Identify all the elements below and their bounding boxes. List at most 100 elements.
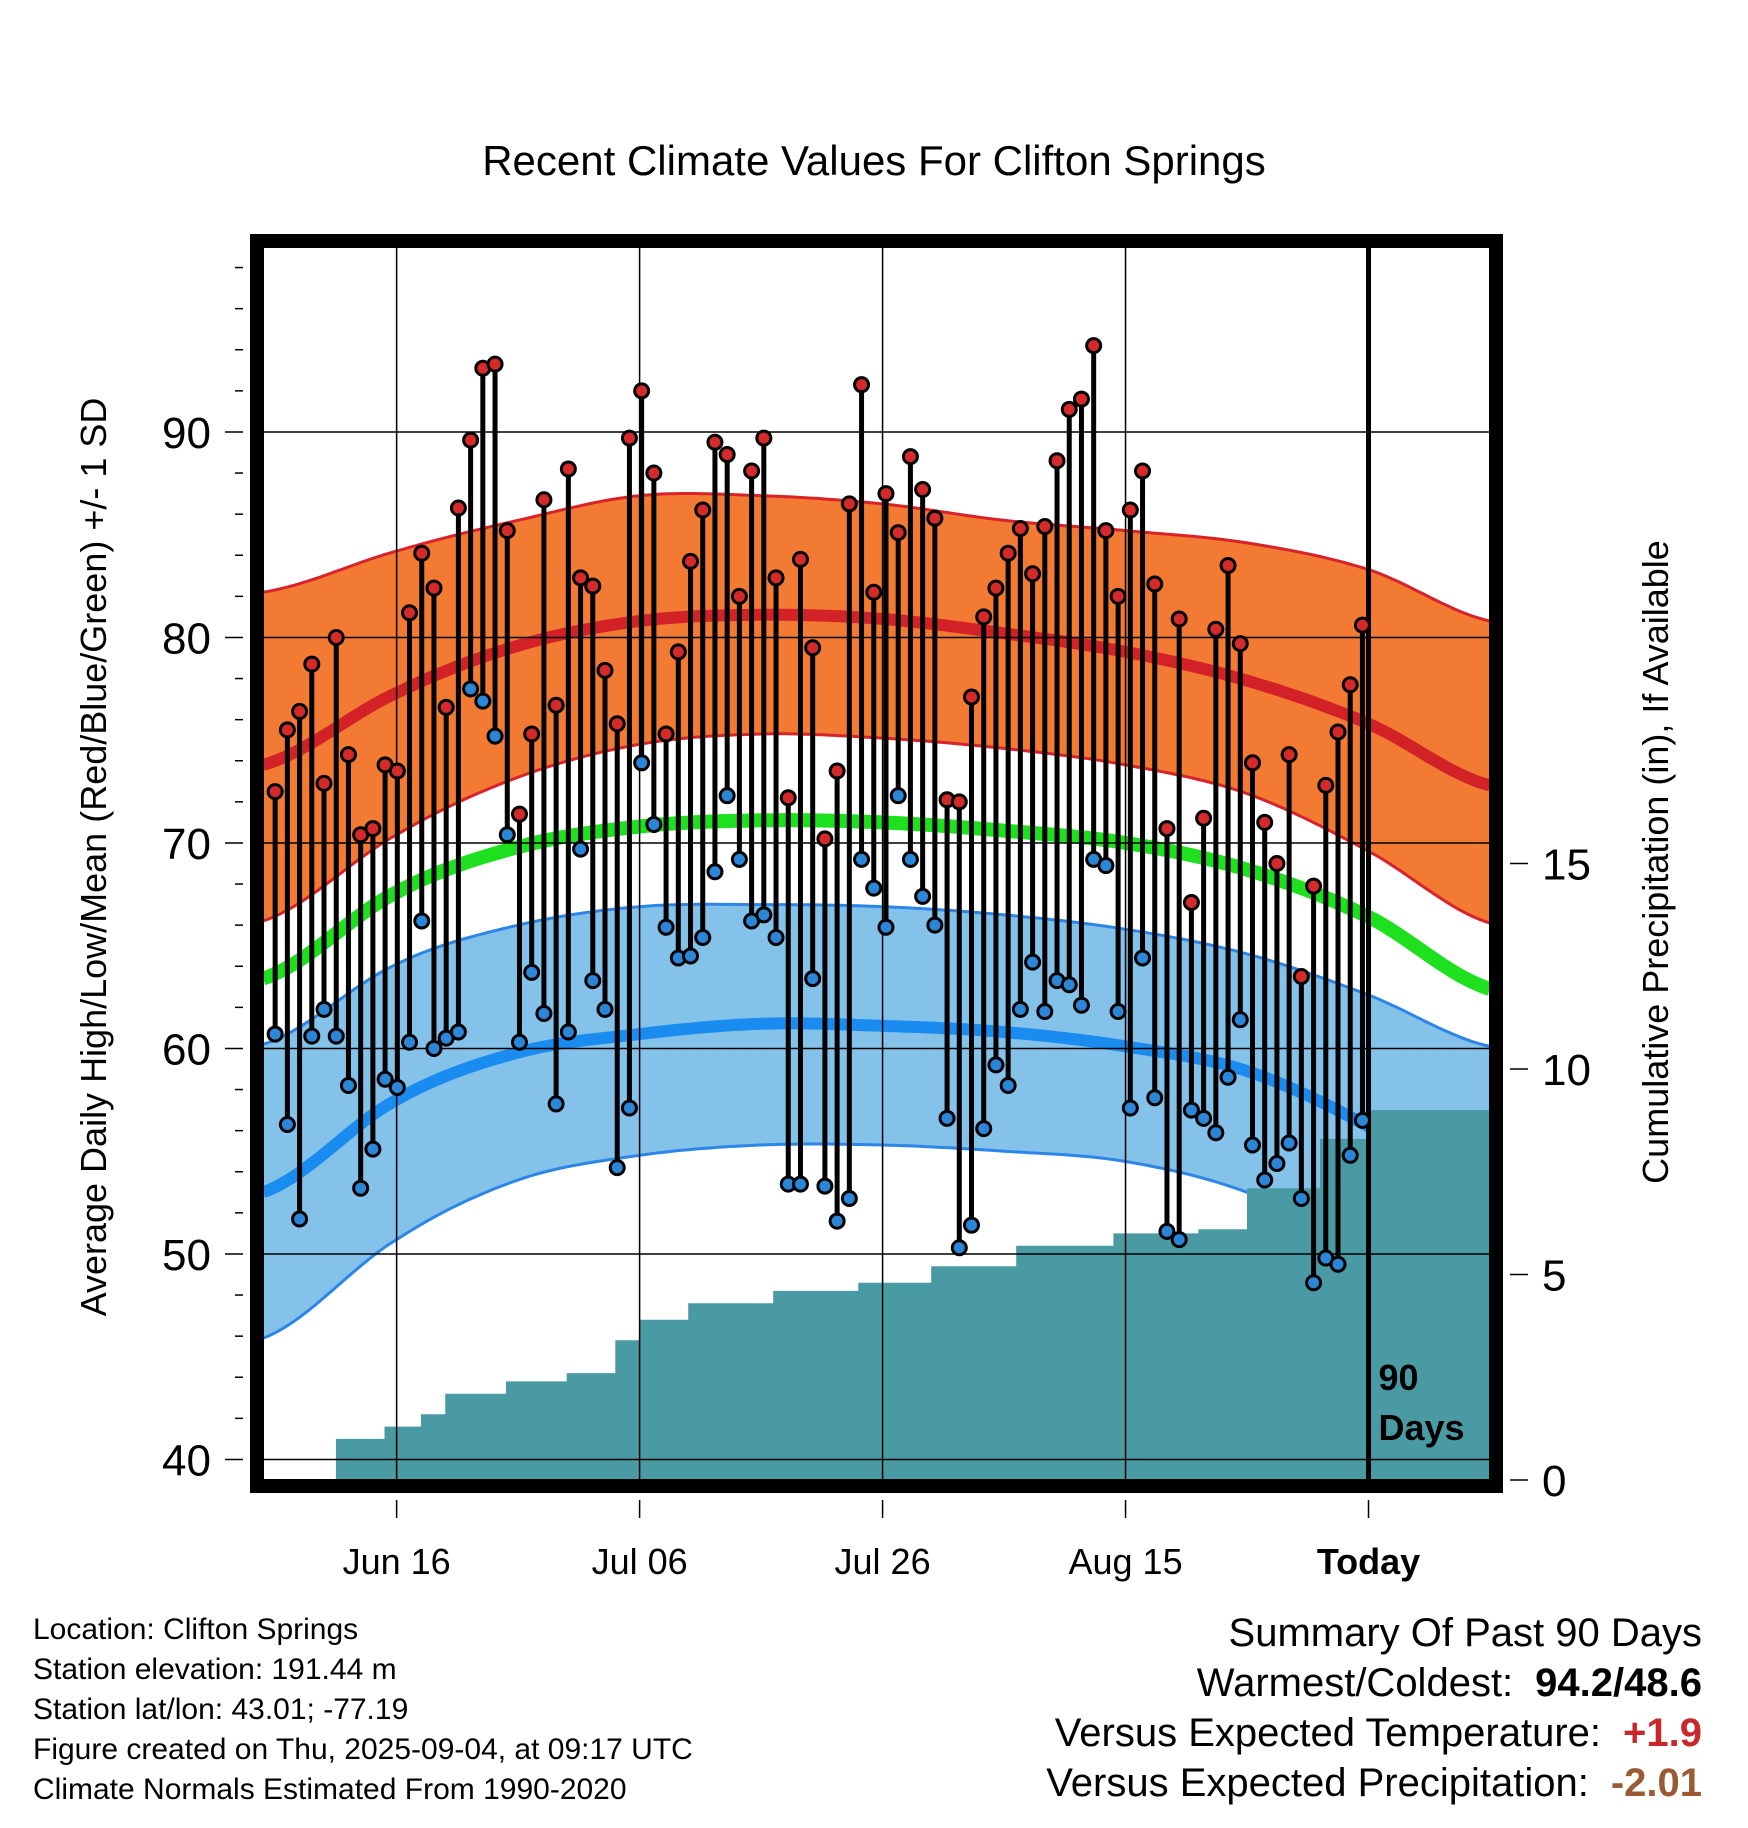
daily-high-point [596, 661, 614, 679]
daily-high-point [1329, 723, 1347, 741]
daily-low-point [291, 1210, 309, 1228]
daily-low-point [975, 1120, 993, 1138]
daily-high-point [816, 830, 834, 848]
daily-low-point [620, 1099, 638, 1117]
daily-low-point [1072, 996, 1090, 1014]
y-tick-label: 70 [162, 820, 211, 869]
daily-high-point [804, 639, 822, 657]
x-tick-label: Today [1317, 1541, 1420, 1582]
y-tick-label: 50 [162, 1231, 211, 1280]
daily-low-point [523, 963, 541, 981]
axes: 40 50 60 70 80 90 0 5 10 15 Jun 16 Jul 06 Jul 26 Aug … [162, 234, 1591, 1582]
y2-tick-label: 5 [1542, 1252, 1566, 1301]
daily-low-point [535, 1005, 553, 1023]
daily-high-point [975, 608, 993, 626]
daily-high-point [584, 577, 602, 595]
daily-high-point [877, 485, 895, 503]
daily-high-point [1060, 400, 1078, 418]
y-axis-label: Average Daily High/Low/Mean (Red/Blue/Gr… [73, 398, 114, 1317]
summary-heading: Summary Of Past 90 Days [1228, 1611, 1702, 1655]
mean-normal-line [263, 813, 1490, 996]
daily-high-point [743, 462, 761, 480]
daily-high-point [1317, 776, 1335, 794]
daily-high-point [865, 583, 883, 601]
high-normal-line [263, 608, 1490, 792]
daily-low-point [755, 906, 773, 924]
low-normal-line [263, 1017, 1490, 1209]
daily-high-point [1353, 616, 1371, 634]
x-tick-label: Jul 06 [592, 1541, 688, 1582]
daily-high-point [1256, 813, 1274, 831]
daily-high-point [327, 628, 345, 646]
normals-text: Climate Normals Estimated From 1990-2020 [33, 1773, 627, 1806]
daily-low-point [413, 912, 431, 930]
daily-high-point [1305, 877, 1323, 895]
plot-area: 90 Days [263, 247, 1490, 1480]
daily-low-point [462, 680, 480, 698]
daily-high-point [755, 429, 773, 447]
daily-high-point [1231, 635, 1249, 653]
daily-low-point [840, 1189, 858, 1207]
daily-high-point [828, 762, 846, 780]
daily-high-point [278, 721, 296, 739]
plot-content: 90 Days [263, 247, 1490, 1480]
daily-high-point [303, 655, 321, 673]
daily-low-point [877, 918, 895, 936]
daily-high-point [547, 696, 565, 714]
daily-low-point [1341, 1146, 1359, 1164]
today-label-number: 90 [1379, 1357, 1419, 1398]
precip-area [311, 1110, 1490, 1480]
daily-high-point [840, 495, 858, 513]
latlon-text: Station lat/lon: 43.01; -77.19 [33, 1693, 409, 1726]
daily-low-point [266, 1025, 284, 1043]
daily-low-point [1329, 1255, 1347, 1273]
temp-anomaly-value: +1.9 [1623, 1711, 1702, 1755]
daily-low-point [315, 1000, 333, 1018]
daily-high-point [987, 579, 1005, 597]
daily-high-point [510, 805, 528, 823]
warm-cold-value: 94.2/48.6 [1535, 1661, 1702, 1705]
plot-frame [250, 234, 1503, 1493]
daily-low-point [853, 850, 871, 868]
daily-high-point [1036, 517, 1054, 535]
y-tick-label: 60 [162, 1025, 211, 1074]
daily-low-point [718, 787, 736, 805]
x-tick-label: Jul 26 [835, 1541, 931, 1582]
daily-high-point [1170, 610, 1188, 628]
daily-low-point [303, 1027, 321, 1045]
low-sd-band-upper-edge [263, 902, 1490, 1048]
daily-high-point [572, 569, 590, 587]
daily-high-point [730, 587, 748, 605]
precip-anomaly-row: Versus Expected Precipitation: -2.01 [1046, 1758, 1702, 1808]
daily-low-point [1256, 1171, 1274, 1189]
daily-low-point [474, 692, 492, 710]
daily-high-point [388, 762, 406, 780]
high-sd-band-lower-edge [263, 732, 1490, 925]
daily-low-point [401, 1033, 419, 1051]
temp-anomaly-label: Versus Expected Temperature: [1054, 1711, 1602, 1755]
daily-low-point [1109, 1002, 1127, 1020]
daily-high-point [1341, 676, 1359, 694]
daily-low-point [486, 727, 504, 745]
daily-low-point [865, 879, 883, 897]
daily-low-point [498, 826, 516, 844]
daily-low-point [388, 1078, 406, 1096]
daily-low-point [1195, 1109, 1213, 1127]
location-text: Location: Clifton Springs [33, 1613, 359, 1646]
daily-low-point [1170, 1231, 1188, 1249]
daily-low-point [730, 850, 748, 868]
daily-high-point [486, 355, 504, 373]
daily-high-point [950, 793, 968, 811]
daily-high-point [1048, 452, 1066, 470]
daily-high-point [914, 480, 932, 498]
daily-low-point [559, 1023, 577, 1041]
daily-high-point [669, 643, 687, 661]
climate-chart: Recent Climate Values For Clifton Spring… [73, 137, 1676, 1600]
warm-cold-label: Warmest/Coldest: [1196, 1661, 1514, 1705]
daily-low-point [1036, 1002, 1054, 1020]
daily-high-point [1134, 462, 1152, 480]
daily-high-point [1268, 855, 1286, 872]
daily-high-point [266, 783, 284, 801]
daily-low-point [645, 815, 663, 833]
daily-low-point [950, 1239, 968, 1257]
